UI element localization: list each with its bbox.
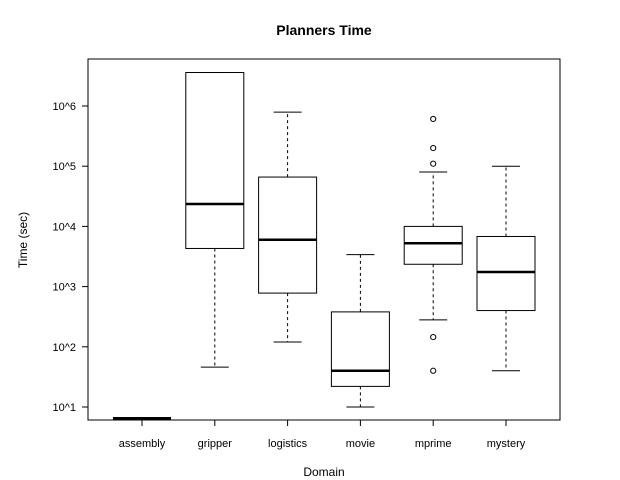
box-mystery: [476, 165, 536, 372]
x-tick-label-mystery: mystery: [487, 438, 526, 450]
y-tick-label: 10^6: [52, 101, 76, 113]
y-tick-label: 10^3: [52, 282, 76, 294]
y-tick-label: 10^4: [52, 221, 76, 233]
y-axis: 10^1 10^2 10^3 10^4 10^5 10^6: [52, 101, 89, 414]
x-tick-label-movie: movie: [346, 438, 375, 450]
box-movie: [330, 254, 390, 408]
iqr-box: [330, 311, 390, 387]
y-tick-label: 10^1: [52, 402, 76, 414]
y-tick-label: 10^2: [52, 342, 76, 354]
y-tick-label: 10^5: [52, 161, 76, 173]
outlier-point: [430, 144, 437, 152]
iqr-box: [403, 225, 463, 265]
outlier-point: [430, 115, 437, 123]
box-mprime: [403, 115, 463, 374]
box-series: [113, 72, 536, 420]
iqr-box: [185, 72, 245, 249]
box-gripper: [185, 72, 245, 368]
x-axis-label: Domain: [303, 465, 344, 479]
y-axis-label: Time (sec): [16, 212, 30, 268]
x-tick-label-mprime: mprime: [415, 438, 452, 450]
iqr-box: [476, 235, 536, 312]
outlier-point: [430, 367, 437, 374]
box-logistics: [258, 111, 318, 343]
x-tick-label-gripper: gripper: [198, 438, 233, 450]
x-tick-label-assembly: assembly: [119, 438, 166, 450]
x-tick-label-logistics: logistics: [268, 438, 308, 450]
x-axis: assembly gripper logistics movie mprime myste…: [119, 419, 526, 450]
outlier-point: [430, 160, 437, 167]
chart-title: Planners Time: [276, 22, 372, 38]
outlier-point: [430, 333, 437, 341]
iqr-box: [258, 176, 318, 294]
